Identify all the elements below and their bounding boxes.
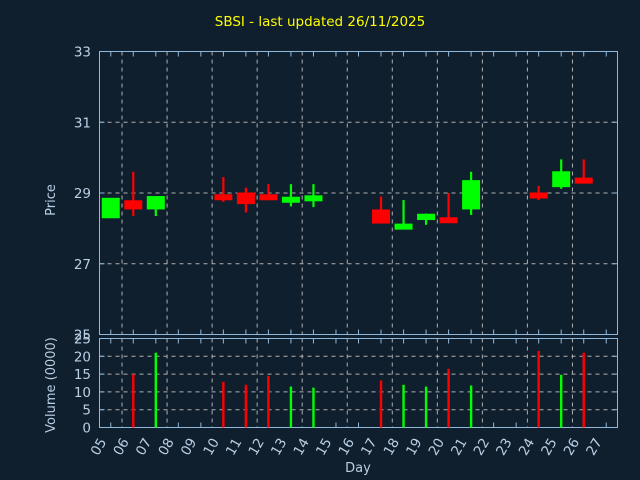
candle-05 (101, 197, 120, 219)
x-tick-label: 14 (290, 436, 312, 459)
candle-18 (394, 200, 413, 230)
x-tick-label: 21 (448, 436, 470, 459)
candle-25 (552, 159, 571, 189)
candle-body (281, 196, 300, 203)
candle-17 (372, 196, 391, 224)
price-y-tick-label: 29 (74, 186, 91, 202)
x-tick-label: 06 (110, 436, 132, 459)
x-tick-label: 27 (583, 436, 605, 459)
candle-19 (417, 213, 436, 225)
price-y-tick-label: 27 (74, 257, 91, 273)
candle-20 (439, 193, 458, 224)
volume-y-tick-label: 10 (74, 385, 91, 401)
price-y-tick-label: 31 (74, 115, 91, 131)
x-tick-label: 23 (493, 436, 515, 459)
price-y-tick-label: 33 (74, 45, 91, 61)
x-tick-label: 18 (381, 436, 403, 459)
candle-10 (214, 177, 233, 202)
candle-body (394, 223, 413, 230)
candle-26 (574, 159, 593, 184)
x-tick-label: 26 (561, 436, 583, 459)
candle-body (146, 196, 165, 210)
candle-body (529, 192, 548, 199)
volume-y-tick-label: 15 (74, 367, 91, 383)
candle-11 (236, 187, 255, 213)
candle-body (101, 197, 120, 219)
x-tick-label: 20 (426, 436, 448, 459)
x-tick-label: 13 (268, 436, 290, 459)
candle-24 (529, 185, 548, 201)
chart-title: SBSI - last updated 26/11/2025 (214, 14, 426, 30)
x-axis-label: Day (345, 461, 371, 476)
candle-13 (281, 184, 300, 207)
candle-21 (462, 171, 481, 215)
price-axis-label: Price (44, 184, 59, 216)
candle-body (372, 209, 391, 224)
x-tick-label: 08 (155, 436, 177, 459)
volume-y-tick-label: 20 (74, 349, 91, 365)
candle-body (236, 192, 255, 205)
x-tick-label: 25 (538, 436, 560, 459)
candle-14 (304, 184, 323, 208)
candle-body (304, 195, 323, 202)
candle-12 (259, 184, 278, 201)
x-tick-label: 05 (88, 436, 110, 459)
x-tick-label: 10 (200, 436, 222, 459)
x-tick-label: 07 (133, 436, 155, 459)
volume-y-tick-label: 0 (82, 421, 91, 437)
x-tick-label: 15 (313, 436, 335, 459)
candle-body (462, 180, 481, 210)
candle-07 (146, 196, 165, 216)
candle-body (439, 217, 458, 224)
candle-body (417, 213, 436, 221)
x-tick-label: 19 (403, 436, 425, 459)
candle-body (214, 194, 233, 201)
x-tick-label: 17 (358, 436, 380, 459)
x-tick-label: 22 (471, 436, 493, 459)
x-tick-label: 09 (178, 436, 200, 459)
x-tick-label: 24 (516, 436, 538, 459)
x-tick-label: 12 (245, 436, 267, 459)
price-y-tick-label: 25 (74, 328, 91, 344)
candle-body (552, 171, 571, 188)
candle-body (574, 177, 593, 184)
candle-06 (124, 171, 143, 216)
volume-y-tick-label: 5 (82, 403, 91, 419)
volume-y-tick-label: 25 (74, 332, 91, 348)
candle-body (259, 194, 278, 201)
x-tick-label: 11 (223, 436, 245, 459)
x-tick-label: 16 (336, 436, 358, 459)
volume-axis-label: Volume (0000) (44, 337, 59, 433)
candle-body (124, 200, 143, 210)
